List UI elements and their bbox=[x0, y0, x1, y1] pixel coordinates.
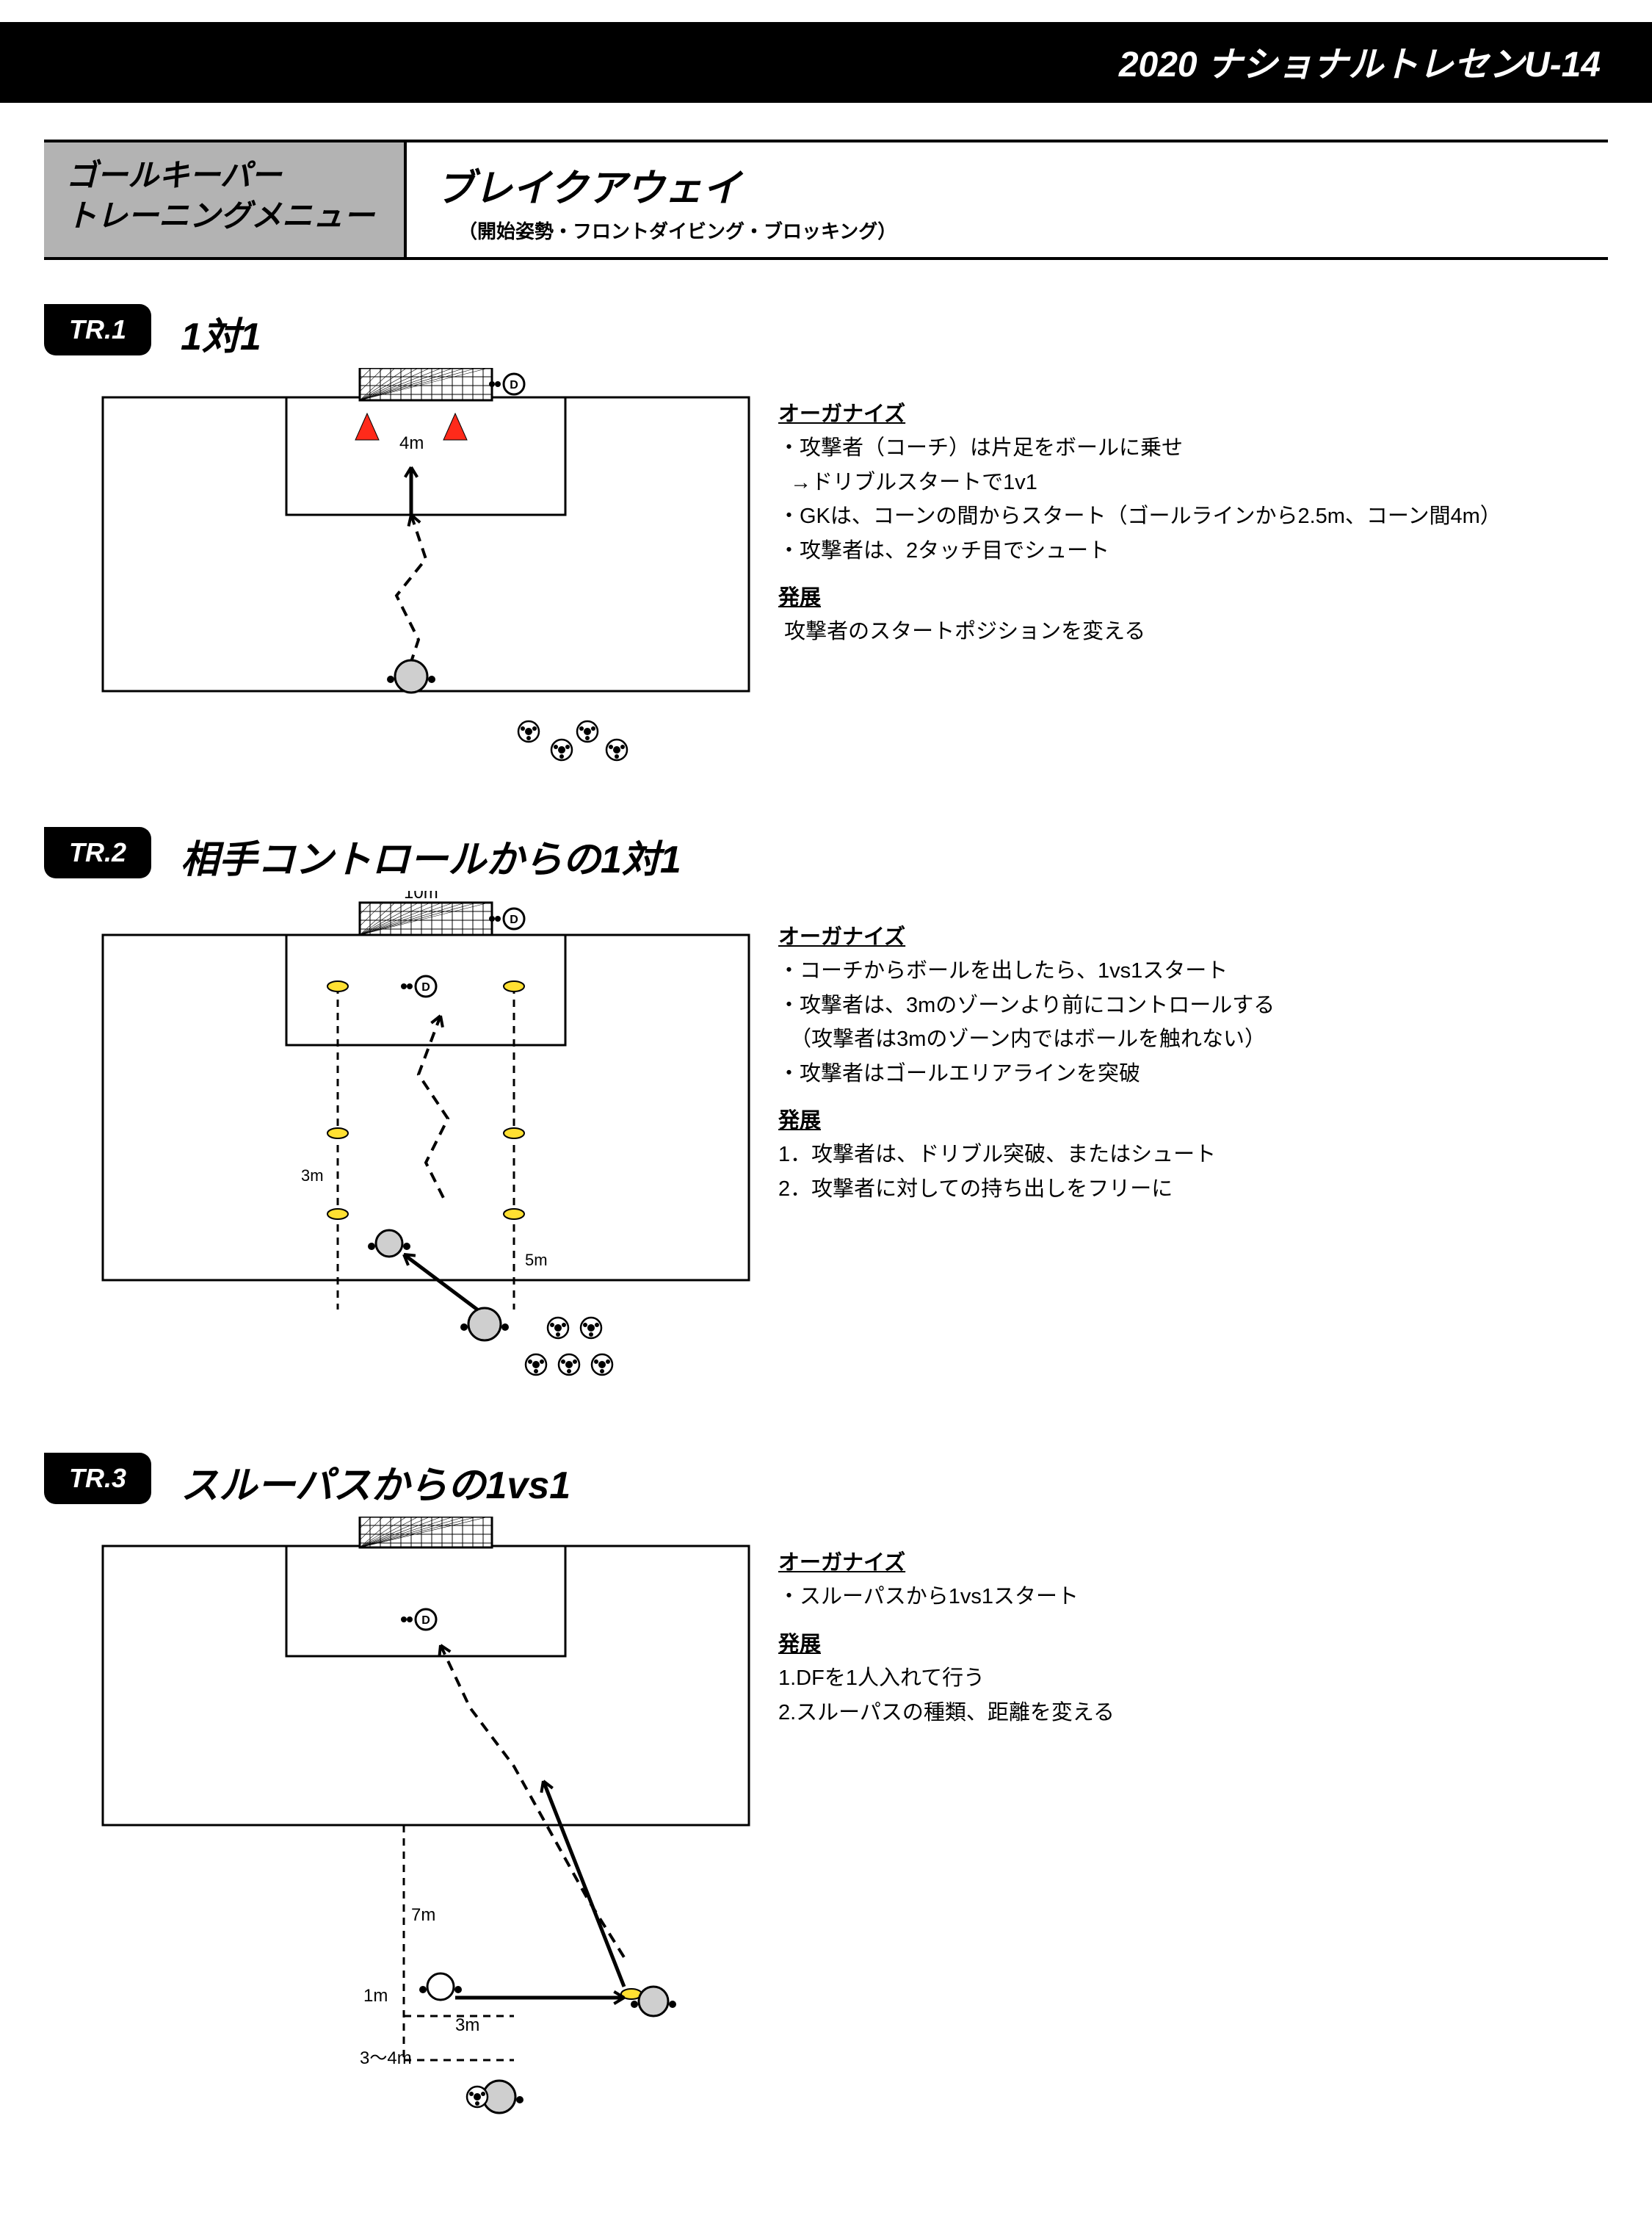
text-line: ・攻撃者はゴールエリアラインを突破 bbox=[778, 1057, 1608, 1091]
tr-badge: TR.3 bbox=[44, 1453, 151, 1504]
text-line: ・攻撃者は、3mのゾーンより前にコントロールする bbox=[778, 989, 1608, 1022]
title-main: ブレイクアウェイ bbox=[436, 157, 896, 212]
text-heading: 発展 bbox=[778, 1104, 1608, 1138]
section-title: 1対1 bbox=[181, 306, 261, 361]
text-line: 1.DFを1人入れて行う bbox=[778, 1661, 1608, 1695]
title-left: ゴールキーパー トレーニングメニュー bbox=[44, 142, 407, 257]
title-row: ゴールキーパー トレーニングメニュー ブレイクアウェイ （開始姿勢・フロントダイ… bbox=[44, 140, 1608, 260]
text-heading: 発展 bbox=[778, 1628, 1608, 1661]
drill-diagram: 4m D bbox=[44, 368, 778, 783]
text-heading: オーガナイズ bbox=[778, 920, 1608, 954]
svg-text:D: D bbox=[421, 981, 430, 994]
tr-badge: TR.1 bbox=[44, 304, 151, 355]
text-line: 2.スルーパスの種類、距離を変える bbox=[778, 1696, 1608, 1730]
svg-text:3m: 3m bbox=[455, 2015, 479, 2035]
svg-text:3m: 3m bbox=[301, 1166, 324, 1185]
svg-text:D: D bbox=[510, 914, 518, 926]
text-column: オーガナイズ・コーチからボールを出したら、1vs1スタート・攻撃者は、3mのゾー… bbox=[778, 891, 1608, 1206]
svg-text:7m: 7m bbox=[411, 1905, 435, 1925]
section-title: スルーパスからの1vs1 bbox=[181, 1454, 570, 1509]
text-line: 2．攻撃者に対しての持ち出しをフリーに bbox=[778, 1172, 1608, 1206]
section-title: 相手コントロールからの1対1 bbox=[181, 828, 681, 884]
text-heading: オーガナイズ bbox=[778, 1546, 1608, 1580]
section-header: TR.1 1対1 bbox=[44, 304, 1608, 361]
section-header: TR.3 スルーパスからの1vs1 bbox=[44, 1453, 1608, 1509]
text-line: ・攻撃者（コーチ）は片足をボールに乗せ bbox=[778, 431, 1608, 465]
text-heading: オーガナイズ bbox=[778, 397, 1608, 431]
drill-diagram: 7m 1m 3m 3～4m D bbox=[44, 1517, 778, 2145]
page: 2020 ナショナルトレセンU-14 ゴールキーパー トレーニングメニュー ブレ… bbox=[0, 22, 1652, 2218]
section-body: 4m D オーガナイズ・攻撃者（コーチ）は片足をボールに乗せ →ドリブルスタートで1… bbox=[44, 368, 1608, 783]
text-line: 攻撃者のスタートポジションを変える bbox=[778, 615, 1608, 649]
text-column: オーガナイズ・スルーパスから1vs1スタート発展1.DFを1人入れて行う2.スル… bbox=[778, 1517, 1608, 1730]
text-line: ・攻撃者は、2タッチ目でシュート bbox=[778, 534, 1608, 568]
text-line: ・GKは、コーンの間からスタート（ゴールラインから2.5m、コーン間4m） bbox=[778, 499, 1608, 533]
text-line: ・スルーパスから1vs1スタート bbox=[778, 1580, 1608, 1614]
title-sub: （開始姿勢・フロントダイビング・ブロッキング） bbox=[458, 217, 896, 244]
text-column: オーガナイズ・攻撃者（コーチ）は片足をボールに乗せ →ドリブルスタートで1v1・… bbox=[778, 368, 1608, 649]
text-line: ・コーチからボールを出したら、1vs1スタート bbox=[778, 954, 1608, 988]
text-line: 1．攻撃者は、ドリブル突破、またはシュート bbox=[778, 1138, 1608, 1171]
text-line: （攻撃者は3mのゾーン内ではボールを触れない） bbox=[778, 1022, 1608, 1056]
section-body: 7m 1m 3m 3～4m D オーガナイズ・スルーパスから1vs1スタート発展1.DFを… bbox=[44, 1517, 1608, 2145]
top-banner: 2020 ナショナルトレセンU-14 bbox=[0, 22, 1652, 103]
svg-text:10m: 10m bbox=[404, 891, 438, 903]
text-heading: 発展 bbox=[778, 581, 1608, 615]
svg-text:4m: 4m bbox=[399, 433, 424, 453]
text-line: →ドリブルスタートで1v1 bbox=[778, 466, 1608, 499]
svg-text:3～4m: 3～4m bbox=[360, 2048, 412, 2068]
diagram-column: 10m 3m 5m D D bbox=[44, 891, 778, 1409]
svg-text:D: D bbox=[421, 1614, 430, 1627]
drill-diagram: 10m 3m 5m D D bbox=[44, 891, 778, 1409]
svg-text:1m: 1m bbox=[363, 1986, 388, 2006]
svg-text:D: D bbox=[510, 379, 518, 391]
diagram-column: 4m D bbox=[44, 368, 778, 783]
title-right: ブレイクアウェイ （開始姿勢・フロントダイビング・ブロッキング） bbox=[407, 142, 896, 257]
diagram-column: 7m 1m 3m 3～4m D bbox=[44, 1517, 778, 2145]
tr-badge: TR.2 bbox=[44, 827, 151, 878]
section-header: TR.2 相手コントロールからの1対1 bbox=[44, 827, 1608, 884]
svg-text:5m: 5m bbox=[525, 1251, 548, 1269]
section-body: 10m 3m 5m D D オーガナイズ・コーチからボールを出したら、1vs1スタート・攻… bbox=[44, 891, 1608, 1409]
